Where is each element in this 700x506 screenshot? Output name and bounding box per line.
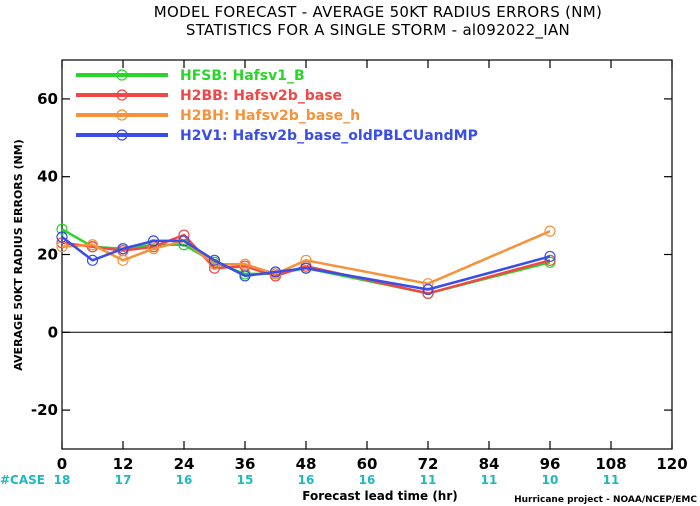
data-point xyxy=(86,254,99,266)
legend-marker xyxy=(116,89,128,101)
x-tick-label: 48 xyxy=(296,455,317,473)
x-tick-label: 72 xyxy=(418,455,439,473)
y-axis: -20 0 20 40 60 xyxy=(31,90,672,419)
chart-title: MODEL FORECAST - AVERAGE 50KT RADIUS ERR… xyxy=(154,3,602,21)
x-tick-label: 0 xyxy=(57,455,67,473)
data-point xyxy=(147,243,160,255)
y-tick-label: -20 xyxy=(31,401,58,419)
data-point xyxy=(86,239,99,251)
data-point xyxy=(544,254,556,266)
case-count: 11 xyxy=(603,473,620,487)
case-count: 11 xyxy=(481,473,498,487)
case-count: 18 xyxy=(54,473,71,487)
x-tick-label: 120 xyxy=(656,455,687,473)
case-count: 16 xyxy=(359,473,376,487)
y-tick-label: 40 xyxy=(37,168,58,186)
data-point xyxy=(422,283,434,296)
x-tick-label: 96 xyxy=(540,455,561,473)
legend: HFSB: Hafsv1_B H2BB: Hafsv2b_base H2BH: Ha… xyxy=(76,68,478,144)
case-count: 16 xyxy=(176,473,193,487)
series-2 xyxy=(56,229,556,299)
legend-entry: H2V1: Hafsv2b_base_oldPBLCUandMP xyxy=(180,128,478,144)
data-point xyxy=(147,235,160,247)
data-point xyxy=(269,266,282,278)
case-count: 17 xyxy=(115,473,132,487)
legend-entry: H2BH: Hafsv2b_base_h xyxy=(180,108,360,124)
y-tick-label: 60 xyxy=(37,90,58,108)
plot-area xyxy=(61,59,673,450)
legend-entry: H2BB: Hafsv2b_base xyxy=(180,88,342,104)
data-point xyxy=(56,223,68,235)
data-point xyxy=(239,258,251,270)
x-axis-label: Forecast lead time (hr) xyxy=(302,489,458,503)
y-tick-label: 20 xyxy=(37,246,58,264)
x-tick-label: 60 xyxy=(357,455,378,473)
data-point xyxy=(239,270,251,282)
case-label: #CASE xyxy=(0,473,45,487)
legend-marker xyxy=(116,129,128,141)
case-counts: 18 17 16 15 16 16 11 11 10 11 xyxy=(54,473,620,487)
data-point xyxy=(56,231,68,243)
data-point xyxy=(300,254,312,266)
credit-text: Hurricane project - NOAA/NCEP/EMC xyxy=(514,495,697,505)
x-tick-label: 108 xyxy=(595,455,626,473)
y-tick-label: 0 xyxy=(48,323,58,341)
data-point xyxy=(544,250,556,263)
y-axis-label: AVERAGE 50KT RADIUS ERRORS (NM) xyxy=(12,139,25,370)
x-tick-label: 24 xyxy=(174,455,195,473)
data-point xyxy=(208,254,221,266)
legend-entry: HFSB: Hafsv1_B xyxy=(180,68,305,84)
case-count: 10 xyxy=(542,473,559,487)
data-point xyxy=(544,225,556,237)
case-count: 11 xyxy=(420,473,437,487)
x-tick-label: 36 xyxy=(235,455,256,473)
data-point xyxy=(300,262,312,274)
series-line xyxy=(61,230,551,285)
x-tick-label: 84 xyxy=(479,455,500,473)
data-point xyxy=(178,235,190,247)
legend-marker xyxy=(116,109,128,121)
x-tick-label: 12 xyxy=(113,455,134,473)
series-layer xyxy=(56,223,556,299)
case-count: 15 xyxy=(237,473,254,487)
series-line xyxy=(61,233,551,295)
legend-marker xyxy=(116,69,128,81)
data-point xyxy=(117,243,129,255)
series-line xyxy=(61,236,551,291)
case-count: 16 xyxy=(298,473,315,487)
data-point xyxy=(117,254,129,266)
x-axis: 0 12 24 36 48 60 72 84 96 108 120 xyxy=(57,60,688,473)
series-4 xyxy=(56,231,556,296)
chart-subtitle: STATISTICS FOR A SINGLE STORM - al092022… xyxy=(186,21,570,40)
